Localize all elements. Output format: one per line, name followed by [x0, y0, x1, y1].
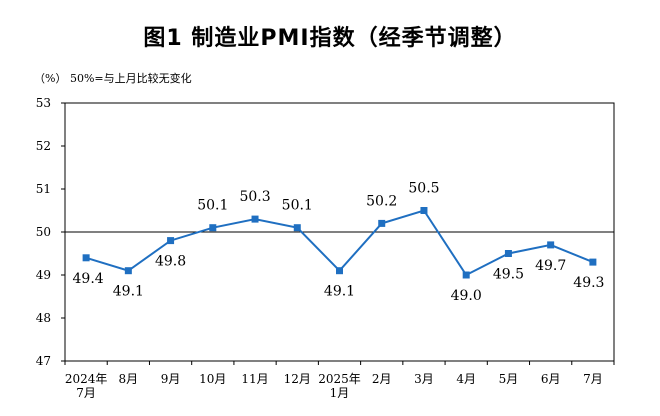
data-label: 50.2: [366, 193, 397, 209]
x-tick-label: 8月: [119, 372, 139, 386]
data-point: [124, 267, 132, 275]
x-tick-label: 9月: [161, 372, 181, 386]
y-tick-label: 51: [36, 182, 51, 196]
y-tick-label: 49: [36, 268, 51, 282]
data-point: [82, 254, 90, 262]
x-tick-label: 12月: [284, 372, 311, 386]
data-point: [167, 237, 175, 245]
data-point: [589, 258, 597, 266]
data-label: 50.5: [408, 181, 439, 197]
data-label: 49.1: [324, 284, 355, 300]
data-label: 49.4: [73, 271, 104, 287]
data-point: [336, 267, 343, 275]
y-tick-label: 47: [36, 354, 51, 368]
data-label: 49.0: [451, 288, 482, 304]
data-label: 50.1: [197, 198, 228, 214]
data-label: 49.3: [573, 275, 604, 291]
x-tick-label: 2025年: [318, 372, 361, 386]
data-point: [378, 219, 386, 227]
data-point: [462, 271, 470, 279]
data-point: [504, 250, 512, 257]
data-point: [547, 241, 555, 249]
data-label: 49.1: [113, 284, 144, 300]
x-tick-label: 7月: [76, 386, 96, 400]
chart-title: 图1 制造业PMI指数（经季节调整）: [143, 26, 517, 51]
x-tick-label: 3月: [414, 372, 434, 386]
y-tick-label: 50: [36, 225, 51, 239]
y-tick-label: 53: [36, 96, 51, 110]
data-label: 50.1: [282, 198, 313, 214]
x-tick-label: 2月: [372, 372, 392, 386]
y-tick-label: 48: [36, 311, 51, 325]
data-point: [293, 224, 301, 232]
x-tick-label: 5月: [499, 372, 519, 386]
x-tick-label: 4月: [456, 372, 476, 386]
x-tick-label: 1月: [330, 386, 350, 400]
data-point: [251, 215, 259, 223]
x-tick-label: 2024年: [65, 372, 108, 386]
unit-note: （%） 50%=与上月比较无变化: [34, 71, 192, 85]
x-tick-label: 6月: [541, 372, 561, 386]
data-label: 50.3: [239, 189, 270, 205]
data-point: [420, 207, 428, 214]
x-tick-label: 7月: [583, 372, 603, 386]
data-label: 49.8: [155, 254, 186, 270]
data-point: [209, 224, 217, 232]
x-tick-label: 11月: [241, 372, 268, 386]
data-label: 49.5: [493, 267, 524, 283]
x-tick-label: 10月: [199, 372, 226, 386]
data-label: 49.7: [535, 258, 566, 274]
y-tick-label: 52: [36, 139, 51, 153]
